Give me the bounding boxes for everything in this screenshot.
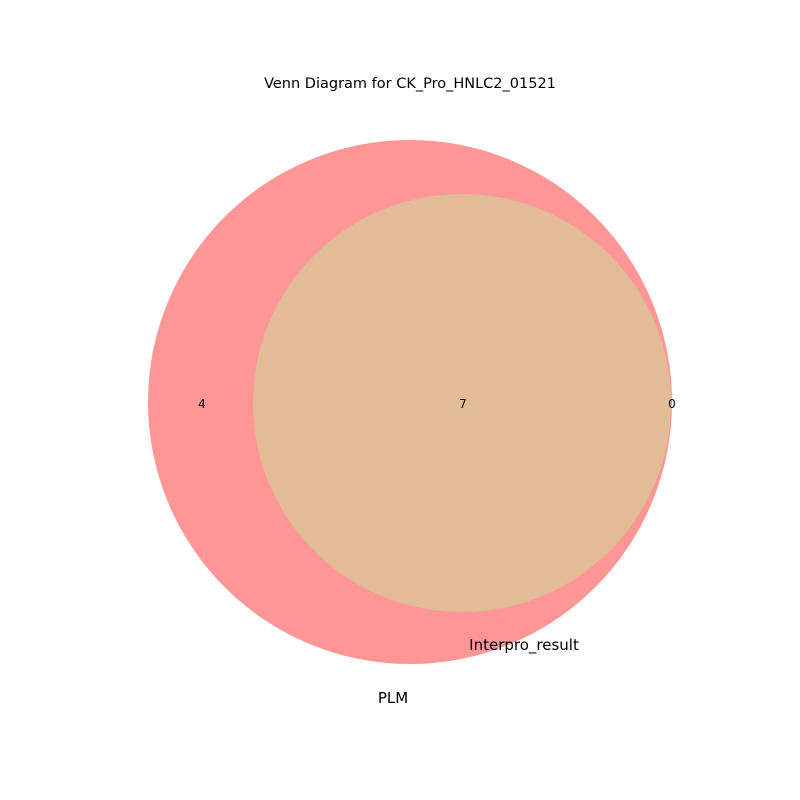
interpro-only-count: 0 [668,397,676,411]
diagram-title: Venn Diagram for CK_Pro_HNLC2_01521 [264,76,556,92]
set-label-plm: PLM [378,689,408,707]
set-label-interpro-result: Interpro_result [469,636,579,655]
intersection-count: 7 [459,397,467,411]
plm-only-count: 4 [198,397,206,411]
venn-overlap-region [253,194,671,612]
